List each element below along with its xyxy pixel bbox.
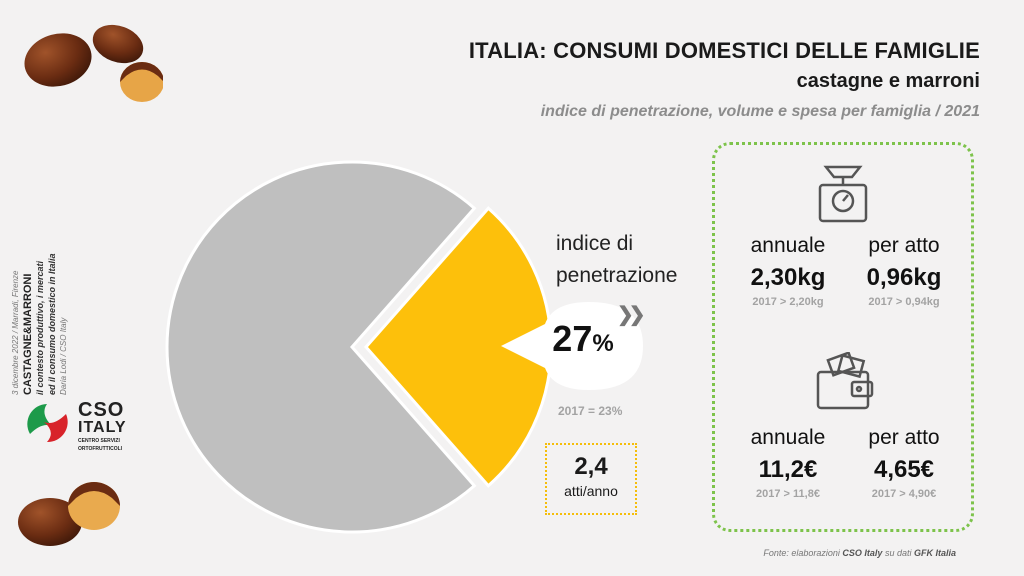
spend-per-act-prev: 2017 > 4,90€ <box>871 488 937 500</box>
page-description: indice di penetrazione, volume e spesa p… <box>540 103 980 120</box>
penetration-label-line-2: penetrazione <box>556 264 678 287</box>
volume-per-act-prev: 2017 > 0,94kg <box>868 296 940 308</box>
logo-tagline-2: ORTOFRUTTICOLI <box>78 446 123 452</box>
acts-value: 2,4 <box>574 453 608 480</box>
spend-annual-value: 11,2€ <box>758 456 818 483</box>
volume-per-act-label: per atto <box>868 234 940 257</box>
spend-per-act: per atto 4,65€ 2017 > 4,90€ <box>844 426 964 500</box>
wallet-icon <box>816 352 874 410</box>
spend-annual: annuale 11,2€ 2017 > 11,8€ <box>728 426 848 500</box>
penetration-label-line-1: indice di <box>556 232 634 255</box>
page-title: ITALIA: CONSUMI DOMESTICI DELLE FAMIGLIE <box>468 38 980 63</box>
chevron-right-icon: ❯❯ <box>617 304 645 326</box>
volume-annual-prev: 2017 > 2,20kg <box>752 296 824 308</box>
penetration-prev: 2017 = 23% <box>558 404 623 418</box>
spend-per-act-value: 4,65€ <box>873 456 935 483</box>
pie-slice-non-acquirenti <box>165 160 477 534</box>
spend-per-act-label: per atto <box>868 426 940 449</box>
scale-icon <box>818 165 868 223</box>
chestnut-image-bottom <box>18 482 120 546</box>
stats-panel <box>712 142 974 532</box>
volume-per-act: per atto 0,96kg 2017 > 0,94kg <box>844 234 964 308</box>
chestnut-image-top <box>24 24 163 102</box>
logo-tagline-1: CENTRO SERVIZI <box>78 438 120 444</box>
logo-italy: ITALY <box>78 419 127 436</box>
penetration-value: 27% <box>528 318 638 360</box>
volume-annual: annuale 2,30kg 2017 > 2,20kg <box>728 234 848 308</box>
page-subtitle: castagne e marroni <box>796 70 980 92</box>
spend-annual-prev: 2017 > 11,8€ <box>756 488 820 500</box>
cso-italy-logo: CSO ITALY CENTRO SERVIZI ORTOFRUTTICOLI <box>22 399 132 452</box>
source-data: GFK Italia <box>913 548 956 558</box>
volume-annual-value: 2,30kg <box>750 264 826 291</box>
cso-logo-icon <box>27 404 68 443</box>
source-org: CSO Italy <box>842 548 883 558</box>
penetration-unit: % <box>592 330 614 357</box>
acts-per-year-box: 2,4 atti/anno <box>545 443 637 515</box>
source-note: Fonte: elaborazioni CSO Italy su dati GF… <box>763 548 956 558</box>
penetration-number: 27 <box>552 318 593 359</box>
volume-annual-label: annuale <box>750 234 826 257</box>
logo-cso: CSO <box>78 399 125 421</box>
penetration-label: indice di penetrazione <box>556 228 677 292</box>
spend-annual-label: annuale <box>750 426 826 449</box>
volume-per-act-value: 0,96kg <box>866 264 942 291</box>
source-prefix: Fonte: elaborazioni <box>763 548 840 558</box>
title-block: ITALIA: CONSUMI DOMESTICI DELLE FAMIGLIE… <box>469 38 980 121</box>
source-middle: su dati <box>884 548 912 558</box>
penetration-callout <box>501 302 643 390</box>
acts-label: atti/anno <box>564 483 618 499</box>
